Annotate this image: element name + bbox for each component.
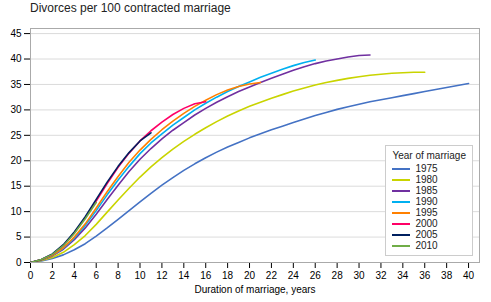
svg-text:14: 14 <box>178 270 190 281</box>
html-text:1975: 1975 <box>415 163 438 174</box>
svg-text:20: 20 <box>244 270 256 281</box>
svg-text:5: 5 <box>16 231 22 242</box>
svg-text:4: 4 <box>72 270 78 281</box>
html-text:Divorces per 100 contracted ma: Divorces per 100 contracted marriage <box>30 1 231 15</box>
svg-text:8: 8 <box>115 270 121 281</box>
svg-text:24: 24 <box>288 270 300 281</box>
svg-text:15: 15 <box>10 180 22 191</box>
html-text:2005: 2005 <box>415 229 438 240</box>
svg-text:30: 30 <box>353 270 365 281</box>
svg-text:34: 34 <box>397 270 409 281</box>
svg-text:12: 12 <box>156 270 168 281</box>
html-text:2000: 2000 <box>415 218 438 229</box>
svg-text:45: 45 <box>10 28 22 39</box>
svg-text:10: 10 <box>10 206 22 217</box>
svg-text:40: 40 <box>10 53 22 64</box>
html-text:1985: 1985 <box>415 185 438 196</box>
svg-text:18: 18 <box>222 270 234 281</box>
svg-text:10: 10 <box>134 270 146 281</box>
html-text:1995: 1995 <box>415 207 438 218</box>
svg-text:25: 25 <box>10 130 22 141</box>
svg-text:38: 38 <box>441 270 453 281</box>
svg-text:0: 0 <box>28 270 34 281</box>
svg-text:22: 22 <box>266 270 278 281</box>
html-text:Year of marriage: Year of marriage <box>392 150 466 161</box>
svg-text:2: 2 <box>50 270 56 281</box>
svg-text:30: 30 <box>10 104 22 115</box>
svg-text:40: 40 <box>463 270 475 281</box>
svg-text:32: 32 <box>375 270 387 281</box>
svg-text:28: 28 <box>332 270 344 281</box>
svg-text:26: 26 <box>310 270 322 281</box>
svg-text:36: 36 <box>419 270 431 281</box>
svg-text:35: 35 <box>10 79 22 90</box>
svg-text:16: 16 <box>200 270 212 281</box>
html-text:1990: 1990 <box>415 196 438 207</box>
svg-text:6: 6 <box>93 270 99 281</box>
svg-text:0: 0 <box>16 257 22 268</box>
svg-text:Duration of marriage, years: Duration of marriage, years <box>194 284 315 295</box>
html-text:2010: 2010 <box>415 240 438 251</box>
html-text:1980: 1980 <box>415 174 438 185</box>
svg-text:20: 20 <box>10 155 22 166</box>
